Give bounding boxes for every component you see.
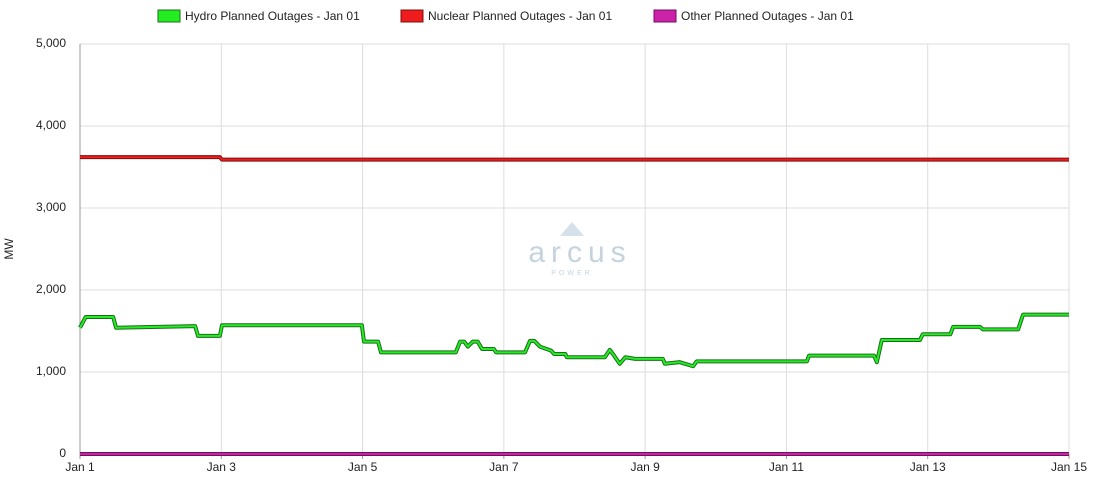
x-tick-label: Jan 9 <box>630 460 660 474</box>
legend-swatch <box>157 9 181 23</box>
y-tick-label: 5,000 <box>36 36 66 50</box>
y-tick-label: 0 <box>59 446 66 460</box>
watermark: arcus <box>528 236 631 269</box>
series-line <box>80 156 1069 161</box>
legend-swatch <box>400 9 424 23</box>
y-axis-label: MW <box>2 238 16 260</box>
x-tick-label: Jan 15 <box>1051 460 1087 474</box>
watermark-icon <box>560 222 584 236</box>
x-tick-label: Jan 3 <box>207 460 237 474</box>
x-tick-label: Jan 7 <box>489 460 519 474</box>
y-tick-label: 2,000 <box>36 282 66 296</box>
legend-label: Other Planned Outages - Jan 01 <box>681 9 854 23</box>
legend-label: Nuclear Planned Outages - Jan 01 <box>428 9 612 23</box>
x-tick-label: Jan 13 <box>910 460 946 474</box>
y-tick-label: 3,000 <box>36 200 66 214</box>
series-line <box>79 313 1069 368</box>
watermark-sub: POWER <box>551 270 592 277</box>
legend-swatch <box>653 9 677 23</box>
y-tick-label: 1,000 <box>36 364 66 378</box>
y-tick-label: 4,000 <box>36 118 66 132</box>
x-tick-label: Jan 5 <box>348 460 378 474</box>
x-tick-label: Jan 1 <box>65 460 95 474</box>
legend-label: Hydro Planned Outages - Jan 01 <box>185 9 360 23</box>
x-tick-label: Jan 11 <box>769 460 804 474</box>
